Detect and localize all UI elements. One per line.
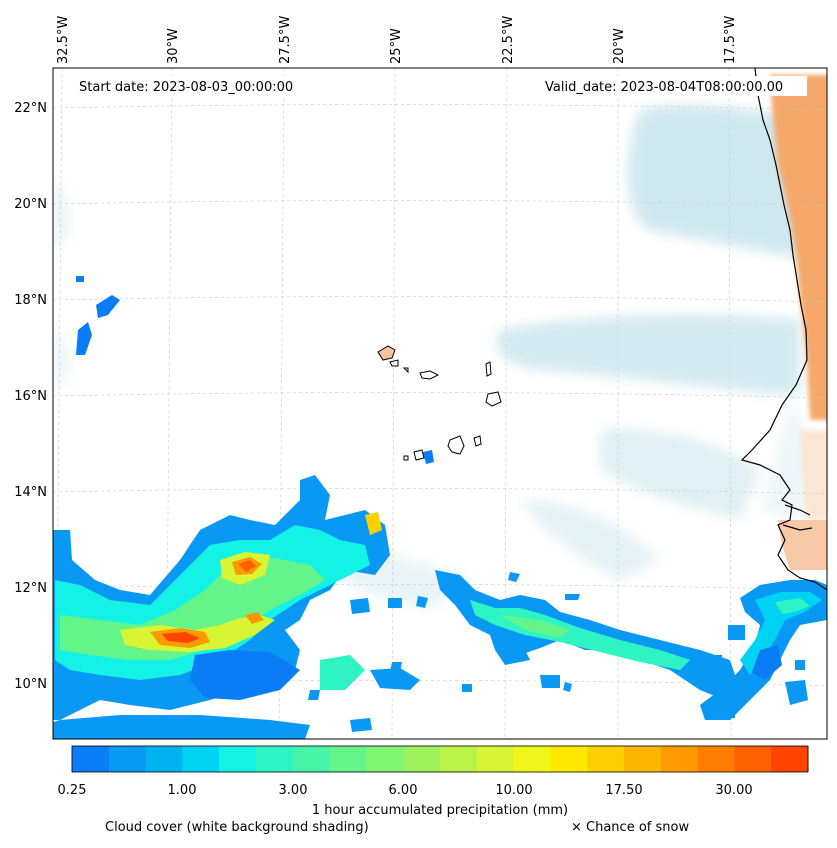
- colorbar-swatch: [440, 746, 478, 772]
- land-heat-layer: [770, 75, 827, 570]
- colorbar-swatch: [660, 746, 699, 772]
- colorbar-swatch: [624, 746, 662, 772]
- lat-tick-label: 10°N: [14, 677, 47, 692]
- colorbar-tick-label: 10.00: [495, 783, 532, 798]
- lat-tick-label: 16°N: [14, 389, 47, 404]
- lat-tick-label: 14°N: [14, 485, 47, 500]
- colorbar-swatch: [403, 746, 441, 772]
- colorbar-swatch: [513, 746, 551, 772]
- lat-tick-label: 12°N: [14, 581, 47, 596]
- colorbar-ticks: 0.25 1.00 3.00 6.00 10.00 17.50 30.00: [58, 783, 753, 798]
- colorbar-swatch: [145, 746, 183, 772]
- lon-tick-label: 32.5°W: [56, 16, 71, 64]
- coastline: [740, 68, 827, 591]
- colorbar-tick-label: 1.00: [168, 783, 197, 798]
- start-date-box: [72, 76, 312, 96]
- lon-tick-labels: 32.5°W 30°W 27.5°W 25°W 22.5°W 20°W 17.5…: [56, 16, 738, 64]
- colorbar-swatch: [292, 746, 331, 772]
- colorbar-swatches: [72, 746, 809, 772]
- start-date-text: Start date: 2023-08-03_00:00:00: [79, 80, 293, 95]
- lon-tick-label: 25°W: [389, 28, 404, 64]
- colorbar-swatch: [219, 746, 257, 772]
- lat-tick-label: 22°N: [14, 101, 47, 116]
- colorbar-swatch: [771, 746, 809, 772]
- colorbar-swatch: [329, 746, 367, 772]
- lon-tick-label: 22.5°W: [501, 16, 516, 64]
- colorbar-swatch: [550, 746, 588, 772]
- cloud-cover-note: Cloud cover (white background shading): [105, 820, 369, 835]
- colorbar-swatch: [72, 746, 110, 772]
- colorbar-tick-label: 17.50: [605, 783, 642, 798]
- colorbar-swatch: [476, 746, 515, 772]
- lon-tick-label: 30°W: [166, 28, 181, 64]
- lon-tick-label: 20°W: [612, 28, 627, 64]
- colorbar-swatch: [256, 746, 294, 772]
- colorbar-swatch: [587, 746, 625, 772]
- colorbar-swatch: [182, 746, 220, 772]
- colorbar-tick-label: 6.00: [389, 783, 418, 798]
- lon-tick-label: 27.5°W: [278, 16, 293, 64]
- snow-note: × Chance of snow: [571, 820, 689, 835]
- colorbar-label: 1 hour accumulated precipitation (mm): [312, 803, 568, 818]
- precipitation-layer: [53, 276, 827, 739]
- colorbar-swatch: [697, 746, 735, 772]
- colorbar: 0.25 1.00 3.00 6.00 10.00 17.50 30.00 1 …: [58, 745, 809, 818]
- colorbar-tick-label: 3.00: [279, 783, 308, 798]
- colorbar-tick-label: 0.25: [58, 783, 87, 798]
- colorbar-swatch: [108, 746, 147, 772]
- colorbar-border: [71, 745, 809, 773]
- colorbar-swatch: [734, 746, 772, 772]
- cape-verde-islands: [377, 345, 502, 461]
- valid-date-text: Valid_date: 2023-08-04T08:00:00.00: [545, 80, 783, 95]
- valid-date-box: [539, 76, 807, 96]
- lat-tick-label: 18°N: [14, 293, 47, 308]
- colorbar-swatch: [366, 746, 404, 772]
- lat-tick-labels: 22°N 20°N 18°N 16°N 14°N 12°N 10°N: [14, 101, 47, 692]
- lon-tick-label: 17.5°W: [723, 16, 738, 64]
- colorbar-tick-label: 30.00: [715, 783, 752, 798]
- lat-tick-label: 20°N: [14, 197, 47, 212]
